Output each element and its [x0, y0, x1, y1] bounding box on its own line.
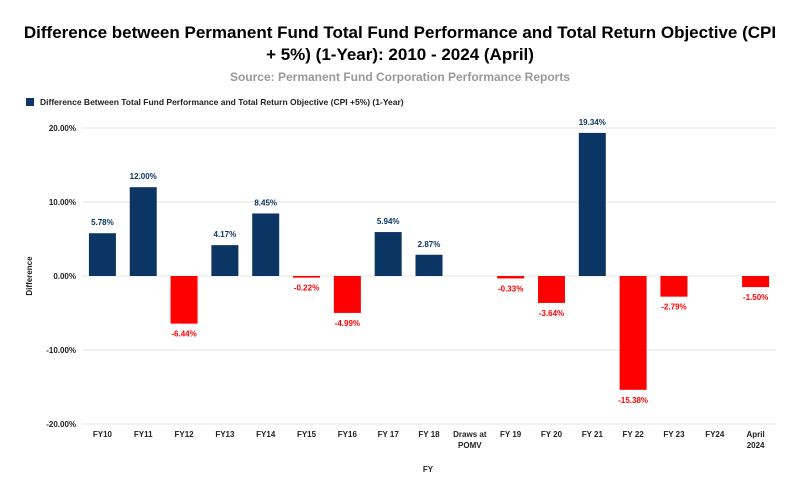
bar [333, 276, 361, 313]
x-tick-label: FY12 [174, 430, 194, 439]
data-label: -4.99% [335, 319, 360, 328]
legend: Difference Between Total Fund Performanc… [26, 97, 404, 107]
x-tick-label: FY 22 [623, 430, 645, 439]
bar [578, 132, 606, 276]
chart-title: Difference between Permanent Fund Total … [0, 22, 800, 66]
chart-title-line: + 5%) (1-Year): 2010 - 2024 (April) [266, 45, 534, 64]
data-label: 12.00% [130, 172, 157, 181]
bar [619, 276, 647, 390]
data-label: -0.22% [294, 284, 319, 293]
data-label: -15.38% [618, 396, 648, 405]
data-label: 5.94% [377, 217, 400, 226]
y-tick-label: -20.00% [46, 420, 76, 429]
x-tick-label: FY10 [93, 430, 113, 439]
bar [497, 276, 525, 279]
y-tick-label: 20.00% [49, 124, 76, 133]
x-tick-label: Draws at [453, 430, 487, 439]
x-tick-label: POMV [458, 441, 482, 450]
x-tick-label: FY15 [297, 430, 317, 439]
y-axis-title: Difference [25, 256, 34, 296]
chart-title-line: Difference between Permanent Fund Total … [23, 23, 777, 42]
bar [170, 276, 198, 324]
bar [660, 276, 688, 297]
data-label: -1.50% [743, 293, 768, 302]
x-tick-label: FY14 [256, 430, 276, 439]
data-label: 4.17% [214, 230, 237, 239]
x-tick-label: FY24 [705, 430, 725, 439]
legend-label: Difference Between Total Fund Performanc… [40, 97, 404, 107]
data-label: 2.87% [418, 240, 441, 249]
bar [129, 187, 157, 276]
x-tick-label: FY 17 [378, 430, 400, 439]
x-tick-label: April [746, 430, 764, 439]
legend-swatch [26, 98, 34, 106]
bar [252, 213, 280, 276]
bar [415, 254, 443, 276]
x-tick-label: FY 21 [582, 430, 604, 439]
data-label: 8.45% [254, 198, 277, 207]
bar [293, 276, 321, 278]
x-tick-label: FY 20 [541, 430, 563, 439]
y-tick-label: -10.00% [46, 346, 76, 355]
bar [211, 245, 239, 276]
bar [88, 233, 116, 276]
data-label: -2.79% [661, 303, 686, 312]
x-tick-label: 2024 [747, 441, 765, 450]
data-label: -6.44% [171, 330, 196, 339]
x-tick-label: FY 19 [500, 430, 522, 439]
chart-subtitle: Source: Permanent Fund Corporation Perfo… [229, 70, 571, 84]
data-label: 19.34% [579, 118, 606, 127]
bar [742, 276, 770, 288]
x-axis-title: FY [423, 465, 434, 474]
x-tick-label: FY13 [215, 430, 235, 439]
y-tick-label: 10.00% [49, 198, 76, 207]
x-tick-label: FY11 [134, 430, 153, 439]
x-tick-label: FY16 [338, 430, 358, 439]
bar [537, 276, 565, 303]
x-tick-label: FY 18 [418, 430, 440, 439]
data-label: 5.78% [91, 218, 114, 227]
x-tick-label: FY 23 [663, 430, 685, 439]
y-tick-label: 0.00% [53, 272, 76, 281]
data-label: -0.33% [498, 284, 523, 293]
data-label: -3.64% [539, 309, 564, 318]
bar [374, 232, 402, 276]
